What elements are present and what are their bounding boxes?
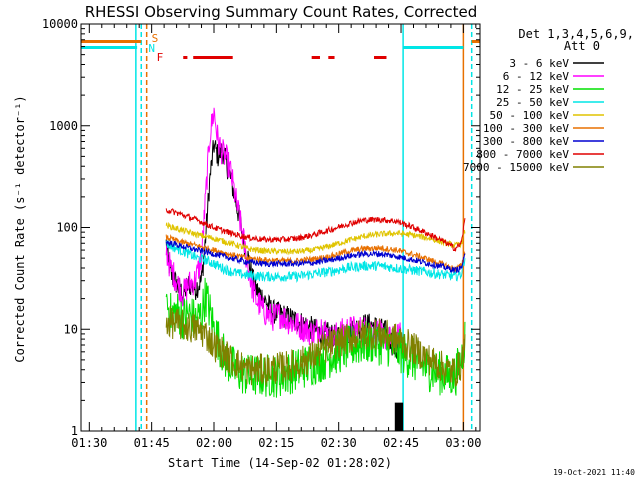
chart-title: RHESSI Observing Summary Count Rates, Co… [85,3,478,21]
attenuator-bar [81,40,142,43]
x-tick-label: 01:45 [134,436,170,450]
overlay-layer [81,24,480,431]
flare-segment [183,56,188,59]
series-line [165,240,466,283]
footer-date: 19-Oct-2021 11:40 [553,468,635,477]
legend-entry-label: 100 - 300 keV [483,122,569,135]
x-tick-label: 02:15 [258,436,294,450]
series-line [165,208,466,252]
saa-bar [81,46,138,49]
legend-entry-label: 25 - 50 keV [496,96,569,109]
saa-bar [403,46,464,49]
series-line [165,221,466,256]
legend-entry-label: 300 - 800 keV [483,135,569,148]
legend-header-line-2: Att 0 [564,39,600,53]
x-tick-label: 02:00 [196,436,232,450]
legend-entry-label: 50 - 100 keV [490,109,570,122]
flare-segment [311,56,320,59]
y-tick-label: 100 [56,221,78,235]
x-tick-label: 01:30 [71,436,107,450]
series-line [165,306,466,387]
x-tick-label: 03:00 [445,436,481,450]
flare-segment [374,56,387,59]
saa-night-label: N [148,42,155,55]
y-tick-label: 1 [71,424,78,438]
legend-entry-label: 12 - 25 keV [496,83,569,96]
y-tick-label: 1000 [49,119,78,133]
data-gap-block [394,402,404,431]
attenuator-state-label: S [152,32,159,45]
legend-entry-label: 7000 - 15000 keV [463,161,569,174]
legend-entry-label: 3 - 6 keV [509,57,569,70]
attenuator-bar [471,40,480,43]
y-axis-label: Corrected Count Rate (s⁻¹ detector⁻¹) [13,95,27,362]
flare-flag-label: F [157,51,164,64]
legend-entry-label: 800 - 7000 keV [476,148,569,161]
flare-segment [328,56,335,59]
x-tick-label: 02:30 [321,436,357,450]
y-tick-label: 10 [64,322,78,336]
series-line [165,234,466,272]
series-line [165,239,466,273]
x-axis-label: Start Time (14-Sep-02 01:28:02) [168,456,392,470]
legend-entry-label: 6 - 12 keV [503,70,570,83]
flare-segment [193,56,233,59]
x-axis: 01:30 01:45 02:00 02:15 02:30 02:45 03:00 [71,24,481,450]
legend-header-line-1: Det 1,3,4,5,6,9, [518,27,634,41]
y-tick-label: 10000 [42,17,78,31]
y-axis: 1 10 100 1000 10000 [42,17,480,438]
series-layer [165,107,466,398]
x-tick-label: 02:45 [383,436,419,450]
